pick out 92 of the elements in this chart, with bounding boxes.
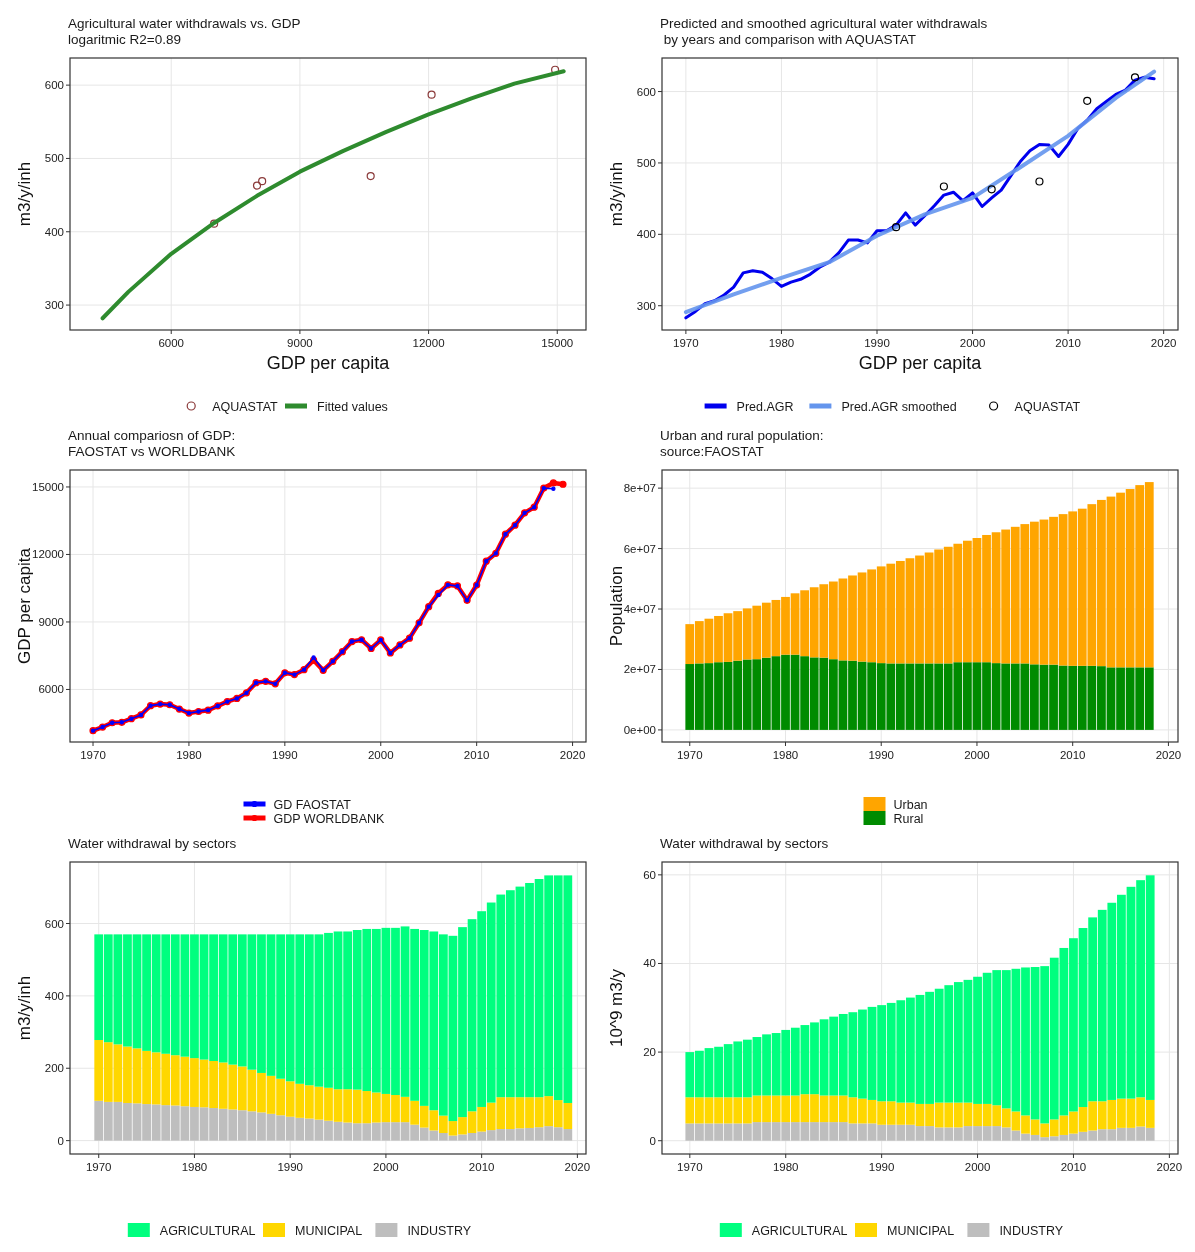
y-tick-label: 4e+07 — [623, 603, 656, 616]
y-tick-label: 300 — [44, 299, 64, 312]
x-tick-label: 2000 — [964, 1161, 991, 1173]
y-tick-label: 9000 — [38, 615, 64, 628]
x-tick-label: 1980 — [176, 749, 202, 761]
legend-label: AGRICULTURAL — [751, 1223, 848, 1238]
x-tick-label: 1990 — [868, 749, 895, 761]
legend-label: Fitted values — [317, 399, 388, 414]
y-tick-label: 0 — [649, 1134, 656, 1147]
y-axis-title: 10^9 m3/y — [607, 968, 626, 1047]
x-tick-label: 1990 — [277, 1161, 303, 1173]
legend-label: GDP WORLDBANK — [273, 811, 386, 826]
y-tick-label: 200 — [44, 1062, 64, 1075]
x-tick-label: 1990 — [868, 1161, 895, 1173]
x-tick-label: 2010 — [463, 749, 490, 761]
x-tick-label: 1980 — [768, 337, 795, 349]
chart-title: Water withdrawal by sectors — [68, 836, 237, 851]
legend-label: MUNICIPAL — [887, 1223, 955, 1238]
y-tick-label: 400 — [636, 228, 656, 241]
y-tick-label: 60 — [643, 868, 656, 881]
legend-label: MUNICIPAL — [295, 1223, 363, 1238]
legend-label: Pred.AGR smoothed — [841, 399, 957, 414]
x-tick-label: 2020 — [564, 1161, 591, 1173]
y-tick-label: 600 — [636, 85, 656, 98]
x-tick-label: 1980 — [181, 1161, 208, 1173]
x-tick-label: 2010 — [1055, 337, 1081, 349]
x-tick-label: 1970 — [80, 749, 106, 761]
x-tick-label: 2010 — [1060, 1161, 1087, 1173]
x-tick-label: 2000 — [373, 1161, 399, 1173]
y-tick-label: 600 — [44, 917, 64, 930]
y-axis-title: m3/y/inh — [15, 161, 34, 227]
x-tick-label: 1970 — [673, 337, 699, 349]
x-tick-label: 9000 — [287, 337, 313, 349]
y-tick-label: 400 — [44, 989, 64, 1002]
y-tick-label: 400 — [44, 225, 64, 238]
y-tick-label: 500 — [636, 156, 656, 169]
chart-subtitle: logaritmic R2=0.89 — [68, 32, 181, 47]
x-axis-title: GDP per capita — [858, 353, 983, 373]
chart-title: Water withdrawal by sectors — [660, 836, 829, 851]
x-tick-label: 2020 — [1155, 749, 1182, 761]
chart-title: Urban and rural population: — [660, 428, 824, 443]
x-tick-label: 1990 — [272, 749, 298, 761]
y-tick-label: 15000 — [32, 480, 64, 493]
chart-title: Agricultural water withdrawals vs. GDP — [68, 16, 301, 31]
x-tick-label: 2010 — [1059, 749, 1086, 761]
legend-label: INDUSTRY — [999, 1223, 1064, 1238]
chart-subtitle: by years and comparison with AQUASTAT — [660, 32, 917, 47]
y-tick-label: 12000 — [32, 548, 64, 561]
y-tick-label: 8e+07 — [623, 482, 656, 495]
y-tick-label: 300 — [636, 299, 656, 312]
y-axis-title: GDP per capita — [15, 547, 34, 664]
y-tick-label: 20 — [643, 1046, 656, 1059]
y-tick-label: 40 — [643, 957, 656, 970]
y-tick-label: 600 — [44, 79, 64, 92]
x-tick-label: 2000 — [959, 337, 986, 349]
legend-label: AQUASTAT — [212, 399, 279, 414]
x-tick-label: 1970 — [677, 1161, 703, 1173]
x-tick-label: 1980 — [772, 749, 799, 761]
chart-title: Annual compariosn of GDP: — [68, 428, 236, 443]
legend-label: AQUASTAT — [1014, 399, 1081, 414]
y-tick-label: 6000 — [38, 683, 64, 696]
legend-label: GD FAOSTAT — [273, 797, 352, 812]
x-tick-label: 2020 — [1150, 337, 1177, 349]
legend-label: Rural — [893, 811, 924, 826]
chart-subtitle: source:FAOSTAT — [660, 444, 764, 459]
x-tick-label: 15000 — [541, 337, 574, 349]
x-tick-label: 6000 — [158, 337, 185, 349]
x-tick-label: 2020 — [1156, 1161, 1183, 1173]
y-tick-label: 500 — [44, 152, 64, 165]
y-tick-label: 0 — [57, 1134, 64, 1147]
x-tick-label: 1970 — [85, 1161, 112, 1173]
chart-subtitle: FAOSTAT vs WORLDBANK — [68, 444, 236, 459]
x-tick-label: 2000 — [367, 749, 394, 761]
y-tick-label: 2e+07 — [623, 663, 656, 676]
y-tick-label: 0e+00 — [623, 723, 656, 736]
y-axis-title: m3/y/inh — [15, 975, 34, 1041]
legend-label: Pred.AGR — [736, 399, 794, 414]
y-axis-title: m3/y/inh — [607, 161, 626, 227]
x-tick-label: 12000 — [412, 337, 445, 349]
x-tick-label: 2000 — [964, 749, 990, 761]
legend-label: INDUSTRY — [407, 1223, 472, 1238]
x-tick-label: 1990 — [864, 337, 890, 349]
legend-label: Urban — [893, 797, 928, 812]
x-tick-label: 1980 — [772, 1161, 799, 1173]
x-axis-title: GDP per capita — [266, 353, 391, 373]
legend-label: AGRICULTURAL — [159, 1223, 256, 1238]
chart-title: Predicted and smoothed agricultural water withdrawals — [660, 16, 988, 31]
x-tick-label: 1970 — [676, 749, 703, 761]
x-tick-label: 2010 — [468, 1161, 495, 1173]
y-tick-label: 6e+07 — [623, 542, 656, 555]
y-axis-title: Population — [607, 565, 626, 647]
x-tick-label: 2020 — [559, 749, 586, 761]
